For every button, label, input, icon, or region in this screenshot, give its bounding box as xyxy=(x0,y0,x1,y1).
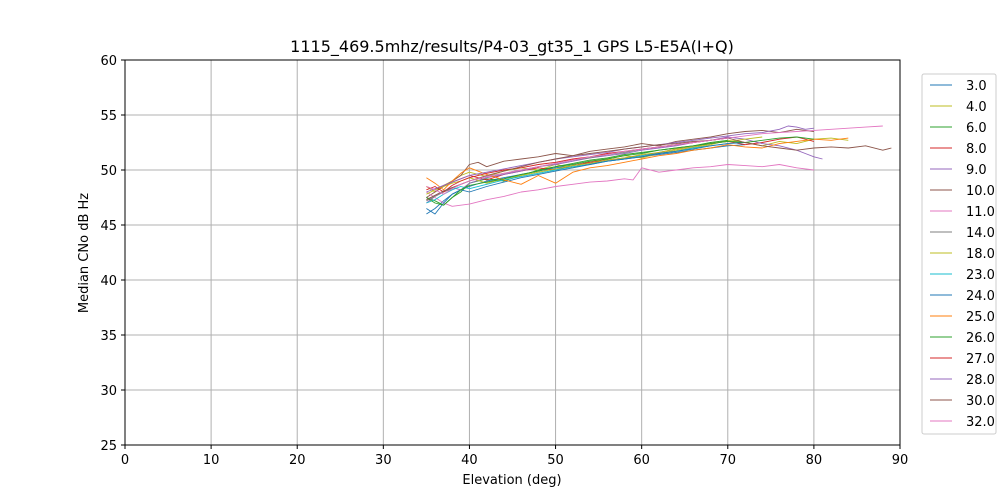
x-axis-label: Elevation (deg) xyxy=(462,473,561,488)
legend-label: 18.0 xyxy=(966,247,995,262)
series-line-18.0 xyxy=(426,136,763,195)
x-tick-label: 80 xyxy=(806,453,823,468)
y-tick-label: 40 xyxy=(100,274,117,289)
x-tick-label: 60 xyxy=(633,453,650,468)
legend-label: 8.0 xyxy=(966,142,987,157)
series-lines xyxy=(426,125,892,215)
legend-label: 30.0 xyxy=(966,394,995,409)
legend-label: 11.0 xyxy=(966,205,995,220)
y-tick-label: 45 xyxy=(100,219,117,234)
x-tick-label: 20 xyxy=(289,453,306,468)
series-line-26.0 xyxy=(426,136,814,206)
legend-frame xyxy=(921,73,997,435)
series-line-24.0 xyxy=(426,142,746,215)
series-line-11.0 xyxy=(426,164,814,207)
legend-label: 10.0 xyxy=(966,184,995,199)
chart-title: 1115_469.5mhz/results/P4-03_gt35_1 GPS L… xyxy=(290,37,734,57)
series-line-28.0 xyxy=(426,125,814,193)
grid xyxy=(124,59,901,446)
x-tick-label: 0 xyxy=(121,453,129,468)
axis-ticks: 0 10 20 30 40 50 60 70 80 90 25 30 35 40 45 50 55 60 xyxy=(100,54,908,468)
plot-frame xyxy=(124,59,901,446)
legend-label: 28.0 xyxy=(966,373,995,388)
y-tick-label: 25 xyxy=(100,439,117,454)
legend-label: 32.0 xyxy=(966,415,995,430)
legend-label: 9.0 xyxy=(966,163,987,178)
y-axis-label: Median CNo dB Hz xyxy=(77,193,92,313)
legend-label: 14.0 xyxy=(966,226,995,241)
series-line-9.0 xyxy=(426,136,823,204)
legend-label: 3.0 xyxy=(966,79,987,94)
x-tick-label: 30 xyxy=(375,453,392,468)
legend-label: 6.0 xyxy=(966,121,987,136)
x-tick-label: 70 xyxy=(720,453,737,468)
y-tick-label: 50 xyxy=(100,164,117,179)
legend-label: 27.0 xyxy=(966,352,995,367)
legend-label: 23.0 xyxy=(966,268,995,283)
legend-label: 24.0 xyxy=(966,289,995,304)
legend-label: 26.0 xyxy=(966,331,995,346)
legend: 3.0 4.0 6.0 8.0 9.0 10.0 11.0 14.0 18.0 23.0 24.0 2… xyxy=(921,73,997,435)
series-line-32.0 xyxy=(426,125,883,195)
x-tick-label: 40 xyxy=(461,453,478,468)
y-tick-label: 60 xyxy=(100,54,117,69)
x-tick-label: 90 xyxy=(892,453,909,468)
series-line-25.0 xyxy=(426,137,849,191)
legend-label: 25.0 xyxy=(966,310,995,325)
x-tick-label: 10 xyxy=(203,453,220,468)
legend-label: 4.0 xyxy=(966,100,987,115)
y-tick-label: 55 xyxy=(100,109,117,124)
x-tick-label: 50 xyxy=(547,453,564,468)
y-tick-label: 35 xyxy=(100,329,117,344)
y-tick-label: 30 xyxy=(100,384,117,399)
